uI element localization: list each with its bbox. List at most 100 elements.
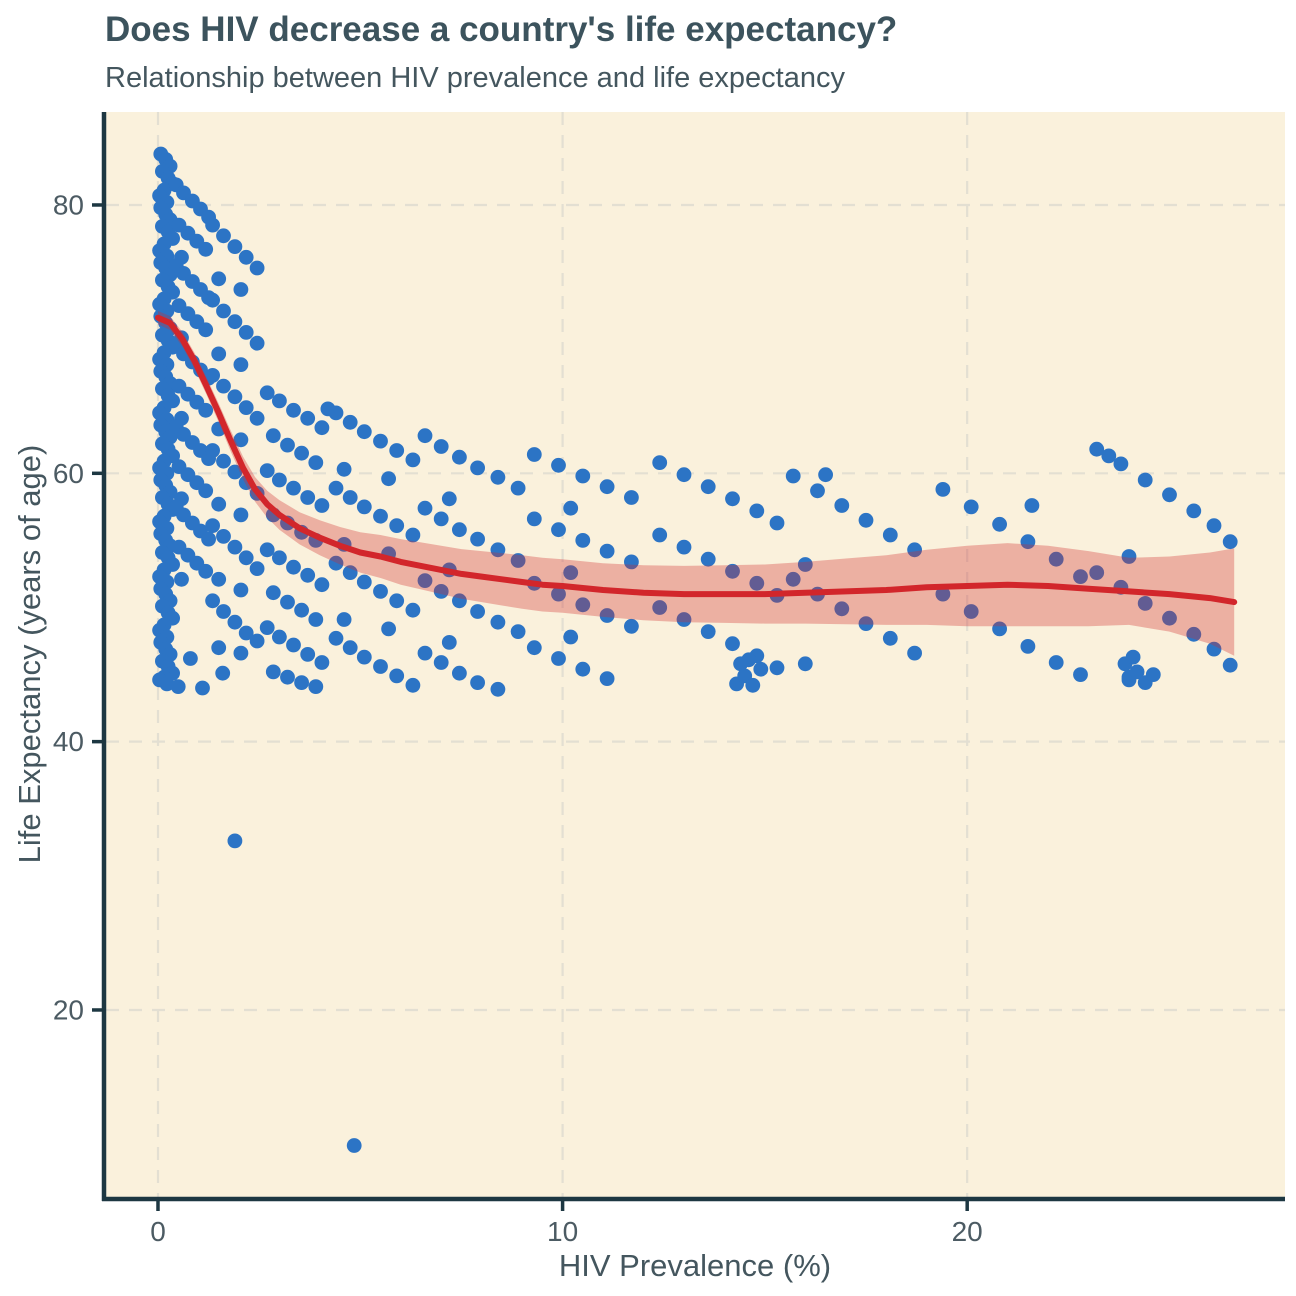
data-point — [652, 455, 668, 470]
data-point — [676, 467, 692, 483]
x-tick-label: 20 — [952, 1216, 983, 1247]
data-point — [336, 612, 352, 627]
data-point — [749, 503, 765, 519]
data-point — [1073, 667, 1088, 682]
x-tick-label: 10 — [547, 1216, 578, 1247]
data-point — [286, 402, 301, 418]
data-point — [308, 455, 324, 470]
data-point — [265, 428, 281, 444]
data-point — [272, 393, 287, 409]
data-point — [356, 649, 372, 665]
data-point — [249, 335, 265, 351]
data-point — [769, 660, 785, 676]
data-point — [314, 655, 330, 670]
data-point — [563, 500, 579, 516]
data-point — [1073, 569, 1088, 584]
data-point — [452, 665, 467, 681]
data-point — [624, 618, 639, 634]
data-point — [551, 457, 566, 473]
data-point — [551, 586, 566, 602]
data-point — [935, 586, 951, 602]
y-tick-label: 20 — [53, 994, 84, 1025]
data-point — [725, 491, 740, 507]
data-point — [470, 675, 485, 690]
data-point — [1206, 641, 1222, 657]
data-point — [227, 389, 243, 405]
data-point — [198, 241, 214, 257]
data-point — [733, 656, 748, 672]
data-point — [216, 303, 231, 319]
data-point — [280, 594, 295, 610]
data-point — [575, 533, 591, 548]
data-point — [205, 593, 221, 609]
data-point — [433, 655, 449, 670]
data-point — [700, 551, 716, 567]
data-point — [342, 414, 358, 430]
data-point — [328, 480, 344, 496]
data-point — [328, 555, 344, 571]
data-point — [858, 512, 874, 528]
data-point — [198, 483, 214, 499]
data-point — [342, 490, 358, 505]
data-point — [417, 573, 433, 588]
data-point — [935, 482, 951, 497]
data-point — [575, 468, 591, 484]
data-point — [272, 472, 287, 488]
data-point — [205, 217, 221, 233]
data-point — [575, 661, 591, 677]
data-point — [198, 402, 214, 418]
data-point — [575, 597, 591, 613]
data-point — [907, 645, 922, 661]
data-point — [563, 629, 579, 645]
data-point — [356, 499, 372, 515]
data-point — [238, 550, 254, 566]
y-tick-label: 80 — [53, 189, 84, 220]
data-point — [205, 292, 221, 308]
data-point — [769, 515, 785, 531]
data-point — [490, 542, 506, 558]
data-point — [300, 567, 316, 583]
x-tick-label: 0 — [150, 1216, 166, 1247]
data-point — [195, 680, 210, 696]
data-point — [300, 647, 316, 662]
data-point — [1162, 487, 1177, 503]
data-point — [238, 625, 254, 641]
data-point — [1129, 664, 1145, 680]
data-point — [381, 621, 396, 637]
plot-panel — [106, 112, 1285, 1197]
data-point — [259, 463, 275, 478]
data-point — [342, 640, 358, 656]
data-point — [205, 443, 221, 458]
data-point — [452, 522, 467, 538]
data-point — [1121, 549, 1137, 564]
data-point — [441, 635, 457, 650]
data-point — [470, 604, 485, 619]
data-point — [652, 600, 668, 615]
data-point — [1101, 448, 1117, 464]
data-point — [417, 500, 433, 516]
data-point — [797, 656, 813, 672]
data-point — [818, 467, 833, 483]
data-point — [1206, 518, 1222, 533]
data-point — [272, 550, 287, 566]
data-point — [785, 571, 801, 587]
data-point — [676, 612, 692, 627]
data-point — [510, 624, 526, 639]
data-point — [1089, 441, 1105, 457]
data-point — [490, 614, 506, 630]
data-point — [797, 557, 813, 572]
data-point — [749, 575, 765, 591]
data-point — [249, 260, 265, 276]
data-point — [314, 498, 330, 513]
data-point — [785, 468, 801, 484]
data-point — [652, 527, 668, 543]
data-point — [198, 322, 214, 338]
data-point — [1048, 551, 1064, 567]
data-point — [700, 624, 716, 639]
data-point — [452, 449, 467, 465]
data-point — [599, 671, 615, 686]
data-point — [563, 565, 579, 580]
data-point — [249, 410, 265, 426]
x-axis-title: HIV Prevalence (%) — [558, 1248, 832, 1283]
chart-title: Does HIV decrease a country's life expec… — [105, 10, 898, 49]
